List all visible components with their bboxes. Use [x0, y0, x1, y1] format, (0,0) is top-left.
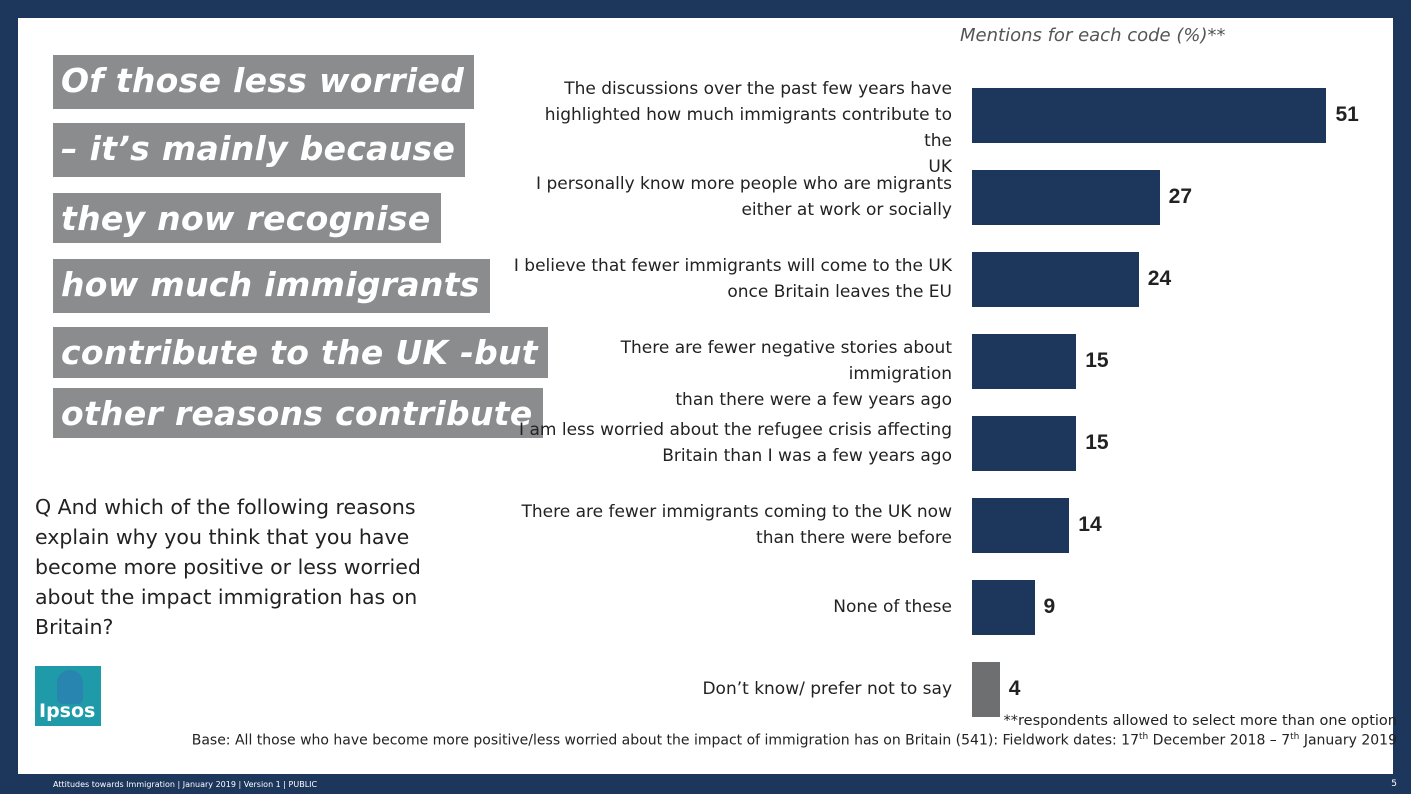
- base-sup-a: th: [1138, 732, 1149, 742]
- base-text-c: January 2019: [1299, 732, 1397, 749]
- bar-value-5: 15: [1085, 431, 1109, 454]
- category-label-3: I believe that fewer immigrants will com…: [513, 255, 952, 302]
- headline-line-2: – it’s mainly because: [53, 123, 466, 177]
- footer-text: Attitudes towards Immigration | January …: [53, 780, 318, 789]
- category-label-8: Don’t know/ prefer not to say: [702, 678, 952, 699]
- bar-4: [972, 334, 1077, 389]
- category-label-2: I personally know more people who are mi…: [536, 173, 952, 220]
- survey-question: Q And which of the following reasons exp…: [35, 495, 421, 639]
- base-sup-b: th: [1290, 732, 1300, 742]
- bar-2: [972, 170, 1160, 225]
- bar-7: [972, 580, 1035, 635]
- bar-value-2: 27: [1168, 185, 1192, 208]
- base-text-a: Base: All those who have become more pos…: [191, 732, 1139, 749]
- category-label-5: I am less worried about the refugee cris…: [519, 419, 952, 466]
- bar-5: [972, 416, 1077, 471]
- bar-3: [972, 252, 1139, 307]
- bar-8: [972, 662, 1000, 717]
- axis-caption: Mentions for each code (%)**: [960, 25, 1226, 46]
- page-number: 5: [1391, 779, 1397, 789]
- category-label-1: The discussions over the past few years …: [544, 78, 952, 177]
- logo-text: Ipsos: [39, 700, 96, 722]
- bar-value-8: 4: [1008, 677, 1021, 700]
- ipsos-logo: Ipsos: [35, 666, 101, 726]
- category-label-4: There are fewer negative stories about i…: [620, 337, 952, 410]
- base-note: Base: All those who have become more pos…: [192, 732, 1397, 749]
- bar-value-6: 14: [1078, 513, 1102, 536]
- category-label-7: None of these: [833, 596, 952, 617]
- headline-line-1: Of those less worried: [53, 55, 475, 109]
- logo-figure-icon: [57, 670, 83, 704]
- base-text-b: December 2018 – 7: [1148, 732, 1291, 749]
- bar-value-3: 24: [1147, 267, 1172, 290]
- bar-value-4: 15: [1085, 349, 1109, 372]
- headline-line-3: they now recognise: [53, 193, 441, 243]
- bar-value-7: 9: [1043, 595, 1056, 618]
- category-label-6: There are fewer immigrants coming to the…: [521, 501, 952, 548]
- headline-line-4: how much immigrants: [53, 259, 490, 313]
- bar-6: [972, 498, 1070, 553]
- bar-value-1: 51: [1335, 103, 1359, 126]
- headline-line-5: contribute to the UK -but: [53, 327, 548, 378]
- bar-1: [972, 88, 1327, 143]
- footnote: **respondents allowed to select more tha…: [1003, 713, 1397, 729]
- headline-line-6: other reasons contribute: [53, 388, 543, 438]
